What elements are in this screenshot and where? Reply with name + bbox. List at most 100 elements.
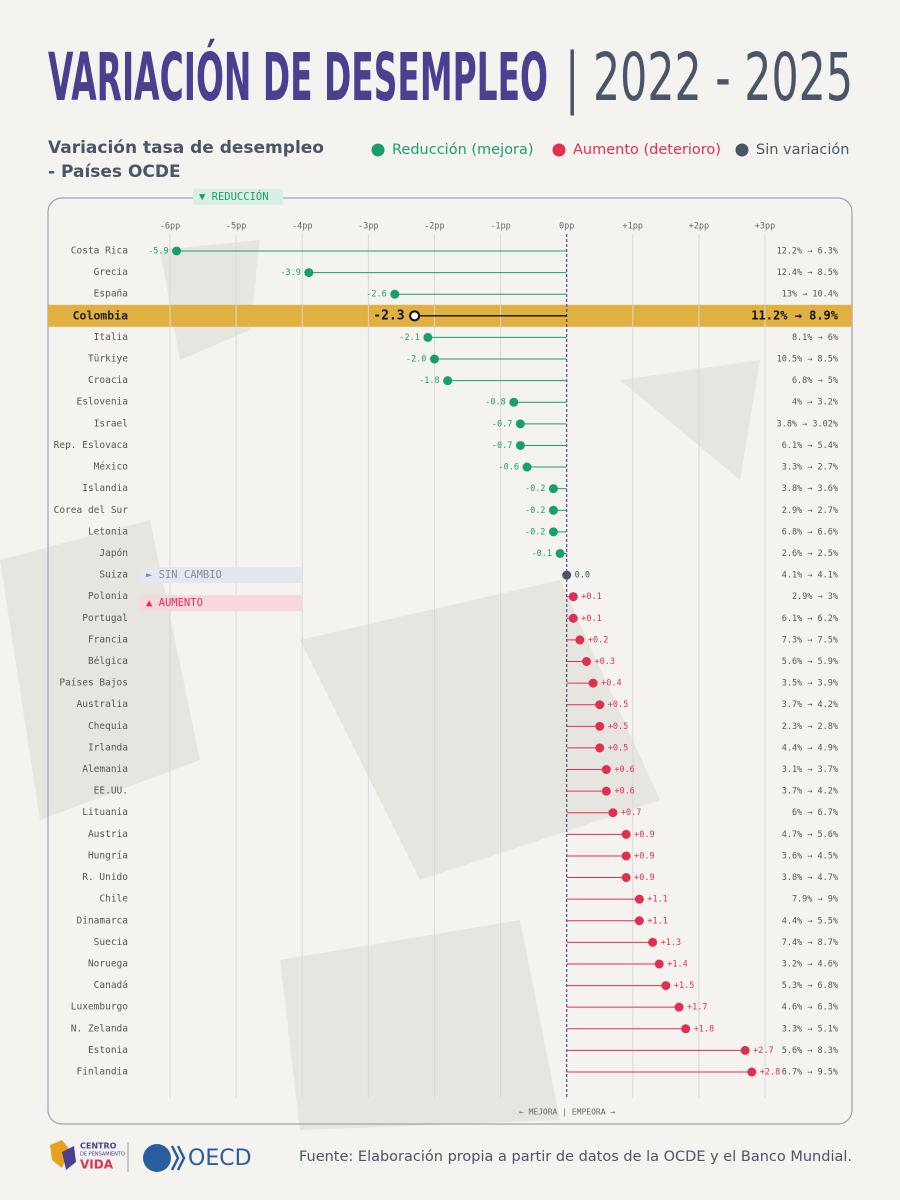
- annotation: ▲ AUMENTO: [146, 597, 203, 609]
- legend-label: Aumento (deterioro): [573, 142, 721, 158]
- category-label: Costa Rica: [71, 246, 128, 257]
- x-tick-label: -1pp: [490, 222, 510, 232]
- range-label: 4% → 3.2%: [792, 398, 838, 408]
- range-label: 3.1% → 3.7%: [782, 765, 838, 775]
- category-label: Polonia: [88, 591, 128, 602]
- value-label: +0.7: [621, 808, 641, 818]
- dot: [634, 894, 644, 904]
- category-label: Chile: [99, 894, 128, 905]
- category-label: Francia: [88, 634, 128, 645]
- dot: [562, 570, 572, 580]
- value-label: -0.8: [485, 398, 505, 408]
- dot: [601, 765, 611, 775]
- logo-text: DE PENSAMIENTO: [80, 1152, 125, 1158]
- category-label: EE.UU.: [94, 786, 128, 797]
- range-label: 13% → 10.4%: [782, 290, 838, 300]
- category-label: Letonia: [88, 526, 128, 537]
- category-label: R. Unido: [82, 872, 128, 883]
- subtitle: Variación tasa de desempleo: [48, 138, 324, 158]
- range-label: 4.1% → 4.1%: [782, 571, 838, 581]
- legend-marker: [552, 143, 566, 157]
- dot: [390, 289, 400, 299]
- dot: [582, 657, 591, 666]
- dot: [568, 592, 578, 602]
- logo-centro: CENTRO DE PENSAMIENTO VIDA: [50, 1140, 129, 1172]
- dot: [634, 916, 644, 926]
- category-label: Dinamarca: [77, 915, 128, 926]
- source: Fuente: Elaboración propia a partir de d…: [299, 1149, 852, 1165]
- dot: [588, 678, 598, 688]
- range-label: 6.1% → 5.4%: [782, 441, 838, 451]
- dot: [555, 548, 565, 558]
- dot: [608, 808, 618, 818]
- range-label: 7.4% → 8.7%: [782, 938, 838, 948]
- x-tick-label: +3pp: [755, 222, 775, 232]
- range-label: 6.7% → 9.5%: [782, 1068, 838, 1078]
- dot: [654, 959, 664, 969]
- value-label: +1.7: [687, 1003, 707, 1013]
- legend-label: Reducción (mejora): [392, 142, 534, 158]
- category-label: Eslovenia: [77, 397, 128, 408]
- dot: [443, 376, 453, 386]
- category-label: N. Zelanda: [71, 1023, 128, 1034]
- dot: [595, 700, 605, 710]
- value-label: -2.0: [406, 355, 426, 365]
- logo-text: OECD: [188, 1146, 252, 1171]
- title-period: | 2022 - 2025: [565, 39, 853, 116]
- category-label: Suiza: [99, 570, 128, 581]
- category-label: Australia: [77, 699, 128, 710]
- category-label: Estonia: [88, 1045, 128, 1056]
- range-label: 4.7% → 5.6%: [782, 830, 838, 840]
- range-label: 12.4% → 8.5%: [777, 268, 838, 278]
- x-tick-label: +1pp: [623, 222, 643, 232]
- range-label: 8.1% → 6%: [792, 333, 838, 343]
- category-label: Lituania: [82, 807, 128, 818]
- dot: [595, 721, 605, 731]
- annotation: ▼ REDUCCIÓN: [199, 190, 269, 203]
- value-label: +2.7: [753, 1046, 773, 1056]
- value-label: +0.6: [614, 787, 634, 797]
- category-label: Grecia: [94, 267, 128, 278]
- dot: [548, 505, 558, 515]
- range-label: 2.9% → 2.7%: [782, 506, 838, 516]
- category-label: México: [94, 462, 129, 473]
- value-label: +1.8: [694, 1024, 714, 1034]
- value-label: +1.4: [667, 959, 687, 969]
- range-label: 3.7% → 4.2%: [782, 700, 838, 710]
- category-label: Países Bajos: [59, 678, 128, 689]
- title: VARIACIÓN DE DESEMPLEO: [48, 39, 548, 116]
- category-label: Japón: [99, 548, 128, 559]
- value-label: +1.5: [674, 981, 694, 991]
- category-label: Chequia: [88, 721, 128, 732]
- range-label: 10.5% → 8.5%: [777, 355, 838, 365]
- range-label: 4.4% → 5.5%: [782, 916, 838, 926]
- dot: [595, 743, 605, 753]
- value-label: +0.9: [634, 873, 654, 883]
- value-label: +2.8: [760, 1068, 780, 1078]
- x-tick-label: -4pp: [292, 222, 312, 232]
- value-label: +1.1: [647, 916, 667, 926]
- value-label: +0.9: [634, 851, 654, 861]
- dot: [661, 981, 671, 991]
- legend-label: Sin variación: [756, 142, 849, 158]
- category-label: Irlanda: [88, 742, 128, 753]
- dot: [601, 786, 611, 796]
- legend-marker: [735, 143, 749, 157]
- value-label: -0.2: [525, 527, 545, 537]
- range-label: 6.1% → 6.2%: [782, 614, 838, 624]
- category-label: Suecia: [94, 937, 128, 948]
- plot: -6pp -5pp -4pp -3pp -2pp -1pp 0pp +1pp +2pp +3pp ▼…: [48, 189, 852, 1117]
- range-label: 2.9% → 3%: [792, 592, 838, 602]
- category-label: Corea del Sur: [54, 505, 129, 516]
- range-label: 3.2% → 4.6%: [782, 959, 838, 969]
- legend-marker: [371, 143, 385, 157]
- category-label: Türkiye: [88, 354, 128, 365]
- dot: [409, 310, 421, 322]
- range-label: 3.7% → 4.2%: [782, 787, 838, 797]
- dot: [548, 527, 558, 537]
- value-label: +0.2: [588, 635, 608, 645]
- dot: [747, 1067, 757, 1077]
- subtitle: - Países OCDE: [48, 162, 181, 182]
- dot: [575, 635, 585, 645]
- dot: [621, 873, 631, 883]
